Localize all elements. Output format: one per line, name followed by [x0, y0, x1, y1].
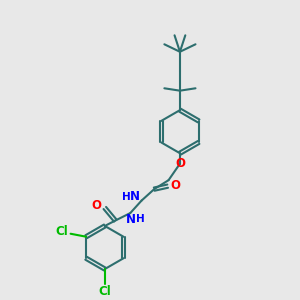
Text: O: O — [175, 157, 185, 170]
Text: N: N — [130, 190, 140, 203]
Text: O: O — [170, 179, 180, 192]
Text: Cl: Cl — [98, 285, 111, 298]
Text: H: H — [122, 192, 130, 202]
Text: O: O — [92, 199, 101, 212]
Text: Cl: Cl — [56, 225, 69, 239]
Text: H: H — [136, 214, 145, 224]
Text: N: N — [126, 213, 136, 226]
